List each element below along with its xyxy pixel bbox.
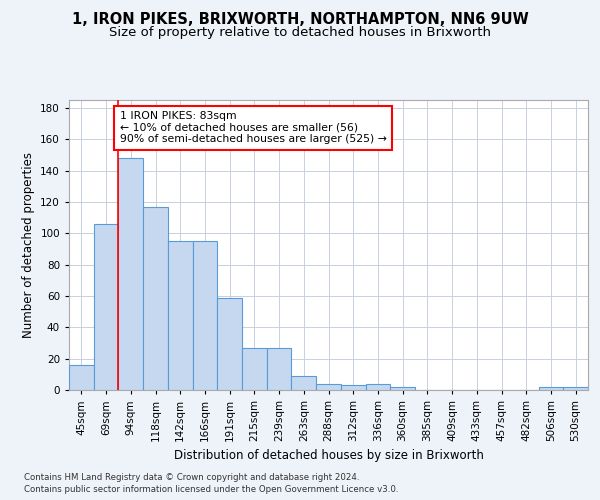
Text: Contains HM Land Registry data © Crown copyright and database right 2024.: Contains HM Land Registry data © Crown c… bbox=[24, 474, 359, 482]
Text: Size of property relative to detached houses in Brixworth: Size of property relative to detached ho… bbox=[109, 26, 491, 39]
Bar bbox=[143, 206, 168, 390]
Bar bbox=[539, 387, 563, 390]
Bar bbox=[292, 376, 316, 390]
Text: 1 IRON PIKES: 83sqm
← 10% of detached houses are smaller (56)
90% of semi-detach: 1 IRON PIKES: 83sqm ← 10% of detached ho… bbox=[119, 111, 386, 144]
Bar bbox=[242, 348, 267, 390]
Bar bbox=[390, 387, 415, 390]
Y-axis label: Number of detached properties: Number of detached properties bbox=[22, 152, 35, 338]
Bar bbox=[267, 348, 292, 390]
Bar bbox=[168, 241, 193, 390]
Bar bbox=[316, 384, 341, 390]
Bar bbox=[118, 158, 143, 390]
X-axis label: Distribution of detached houses by size in Brixworth: Distribution of detached houses by size … bbox=[173, 450, 484, 462]
Bar bbox=[69, 365, 94, 390]
Bar bbox=[193, 241, 217, 390]
Text: 1, IRON PIKES, BRIXWORTH, NORTHAMPTON, NN6 9UW: 1, IRON PIKES, BRIXWORTH, NORTHAMPTON, N… bbox=[71, 12, 529, 28]
Bar bbox=[94, 224, 118, 390]
Bar bbox=[563, 387, 588, 390]
Bar bbox=[217, 298, 242, 390]
Bar bbox=[365, 384, 390, 390]
Bar bbox=[341, 386, 365, 390]
Text: Contains public sector information licensed under the Open Government Licence v3: Contains public sector information licen… bbox=[24, 485, 398, 494]
